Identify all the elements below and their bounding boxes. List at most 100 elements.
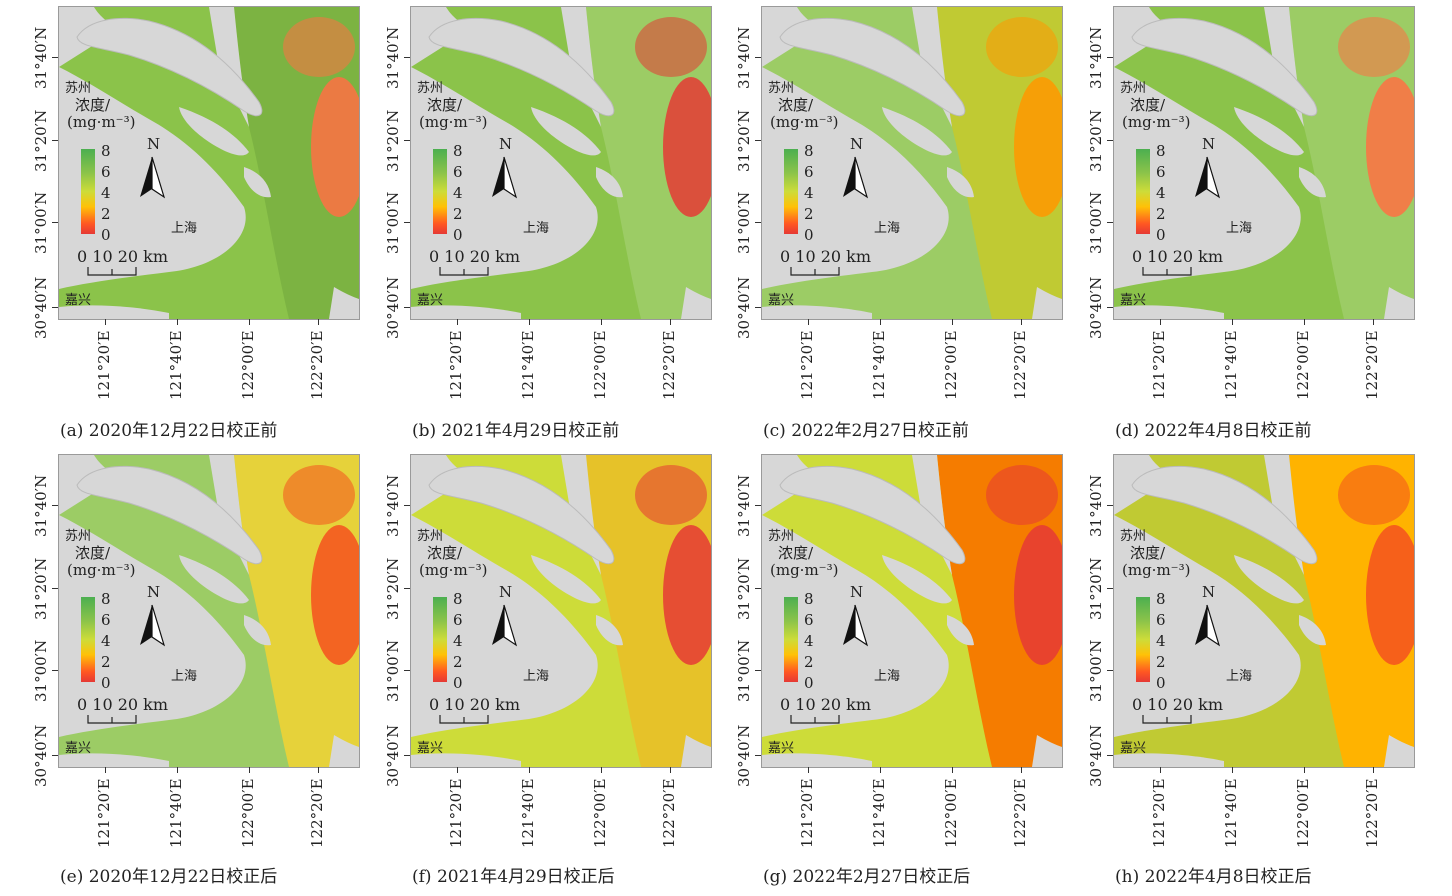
legend-tick: 0 bbox=[101, 226, 111, 244]
changxing-island bbox=[1234, 107, 1304, 156]
label-suzhou: 苏州 bbox=[1120, 529, 1147, 544]
low-concentration-zone-north bbox=[986, 17, 1058, 77]
lon-label: 121°40′E bbox=[519, 330, 537, 400]
islet-southeast bbox=[329, 735, 359, 767]
changxing-island bbox=[531, 107, 601, 156]
legend-title-unit-name: 浓度/ bbox=[427, 96, 463, 114]
lat-tick bbox=[52, 755, 58, 756]
lat-tick bbox=[755, 307, 761, 308]
lon-label: 122°00′E bbox=[591, 778, 609, 848]
legend-title: 浓度/(mg·m⁻³) bbox=[419, 97, 487, 131]
chongming-island bbox=[428, 465, 615, 565]
lon-label: 121°20′E bbox=[1150, 778, 1168, 848]
legend-ticks: 8 6 4 2 0 bbox=[453, 589, 463, 694]
lon-tick bbox=[670, 767, 671, 773]
lat-label: 31°00′N bbox=[735, 191, 753, 254]
legend-tick: 2 bbox=[101, 653, 111, 671]
lat-tick bbox=[404, 222, 410, 223]
legend-title-unit: (mg·m⁻³) bbox=[419, 561, 488, 579]
legend-colorbar bbox=[784, 149, 798, 234]
legend-title-unit: (mg·m⁻³) bbox=[1122, 561, 1191, 579]
islet-southeast bbox=[1032, 735, 1062, 767]
lat-tick bbox=[404, 505, 410, 506]
lat-tick bbox=[755, 57, 761, 58]
lon-tick bbox=[808, 767, 809, 773]
chongming-island bbox=[428, 17, 615, 117]
hengsha-island bbox=[596, 167, 623, 198]
legend-title-unit: (mg·m⁻³) bbox=[1122, 113, 1191, 131]
legend-tick: 6 bbox=[804, 163, 814, 181]
lon-tick bbox=[880, 319, 881, 325]
lat-label: 31°40′N bbox=[32, 474, 50, 537]
legend-tick: 2 bbox=[453, 653, 463, 671]
panel-caption: (c) 2022年2月27日校正前 bbox=[763, 421, 969, 441]
hengsha-island bbox=[1299, 167, 1326, 198]
map-panel: 苏州 上海 嘉兴 浓度/(mg·m⁻³) 8 6 4 2 0 N 0 10 20 km 31°40′N… bbox=[352, 448, 712, 896]
legend-tick: 2 bbox=[1156, 653, 1166, 671]
concentration-map bbox=[59, 7, 359, 319]
lat-label: 31°40′N bbox=[735, 26, 753, 89]
legend-title-unit: (mg·m⁻³) bbox=[67, 113, 136, 131]
lon-label: 122°20′E bbox=[1011, 778, 1029, 848]
map-frame: 苏州 上海 嘉兴 浓度/(mg·m⁻³) 8 6 4 2 0 N 0 10 20 km bbox=[410, 6, 712, 320]
lat-label: 31°00′N bbox=[1087, 191, 1105, 254]
lat-tick bbox=[1107, 588, 1113, 589]
lon-tick bbox=[1160, 319, 1161, 325]
legend-tick: 6 bbox=[101, 611, 111, 629]
lat-tick bbox=[755, 505, 761, 506]
legend-title-unit: (mg·m⁻³) bbox=[67, 561, 136, 579]
low-concentration-zone-north bbox=[635, 17, 707, 77]
label-jiaxing: 嘉兴 bbox=[768, 741, 795, 756]
chongming-island bbox=[76, 17, 263, 117]
legend-tick: 8 bbox=[804, 590, 814, 608]
hengsha-island bbox=[1299, 615, 1326, 646]
map-frame: 苏州 上海 嘉兴 浓度/(mg·m⁻³) 8 6 4 2 0 N 0 10 20 km bbox=[410, 454, 712, 768]
lat-tick bbox=[404, 755, 410, 756]
lat-label: 30°40′N bbox=[32, 276, 50, 339]
legend-tick: 0 bbox=[101, 674, 111, 692]
lon-label: 122°20′E bbox=[308, 778, 326, 848]
panel-caption: (f) 2021年4月29日校正后 bbox=[412, 867, 615, 887]
label-suzhou: 苏州 bbox=[65, 529, 92, 544]
lon-label: 121°20′E bbox=[95, 778, 113, 848]
label-jiaxing: 嘉兴 bbox=[65, 741, 92, 756]
legend-ticks: 8 6 4 2 0 bbox=[1156, 589, 1166, 694]
panel-caption: (b) 2021年4月29日校正前 bbox=[412, 421, 620, 441]
legend-colorbar bbox=[433, 597, 447, 682]
scale-label: 0 10 20 km bbox=[1132, 247, 1224, 266]
legend-tick: 0 bbox=[1156, 226, 1166, 244]
map-frame: 苏州 上海 嘉兴 浓度/(mg·m⁻³) 8 6 4 2 0 N 0 10 20 km bbox=[761, 454, 1063, 768]
lat-label: 31°40′N bbox=[384, 474, 402, 537]
map-frame: 苏州 上海 嘉兴 浓度/(mg·m⁻³) 8 6 4 2 0 N 0 10 20 km bbox=[58, 454, 360, 768]
lon-tick bbox=[105, 767, 106, 773]
lat-label: 31°20′N bbox=[1087, 557, 1105, 620]
chongming-island bbox=[779, 17, 966, 117]
lat-tick bbox=[1107, 505, 1113, 506]
legend-title: 浓度/(mg·m⁻³) bbox=[770, 97, 838, 131]
lat-label: 31°20′N bbox=[32, 109, 50, 172]
concentration-map bbox=[1114, 455, 1414, 767]
label-shanghai: 上海 bbox=[1226, 669, 1253, 684]
changxing-island bbox=[882, 555, 952, 604]
lon-tick bbox=[1373, 767, 1374, 773]
lat-tick bbox=[52, 222, 58, 223]
legend-colorbar bbox=[1136, 597, 1150, 682]
lon-label: 121°20′E bbox=[447, 778, 465, 848]
legend-tick: 6 bbox=[1156, 163, 1166, 181]
hengsha-island bbox=[244, 167, 271, 198]
lon-tick bbox=[1160, 767, 1161, 773]
panel-caption: (g) 2022年2月27日校正后 bbox=[763, 867, 971, 887]
lon-label: 122°00′E bbox=[239, 778, 257, 848]
islet-southeast bbox=[681, 287, 711, 319]
lat-label: 31°20′N bbox=[735, 557, 753, 620]
lon-tick bbox=[318, 319, 319, 325]
hengsha-island bbox=[596, 615, 623, 646]
legend-tick: 6 bbox=[1156, 611, 1166, 629]
lat-tick bbox=[755, 670, 761, 671]
lon-label: 121°20′E bbox=[798, 778, 816, 848]
panel-caption: (a) 2020年12月22日校正前 bbox=[60, 421, 278, 441]
legend-colorbar bbox=[433, 149, 447, 234]
legend-title-unit-name: 浓度/ bbox=[427, 544, 463, 562]
legend-tick: 8 bbox=[1156, 590, 1166, 608]
islet-southeast bbox=[329, 287, 359, 319]
